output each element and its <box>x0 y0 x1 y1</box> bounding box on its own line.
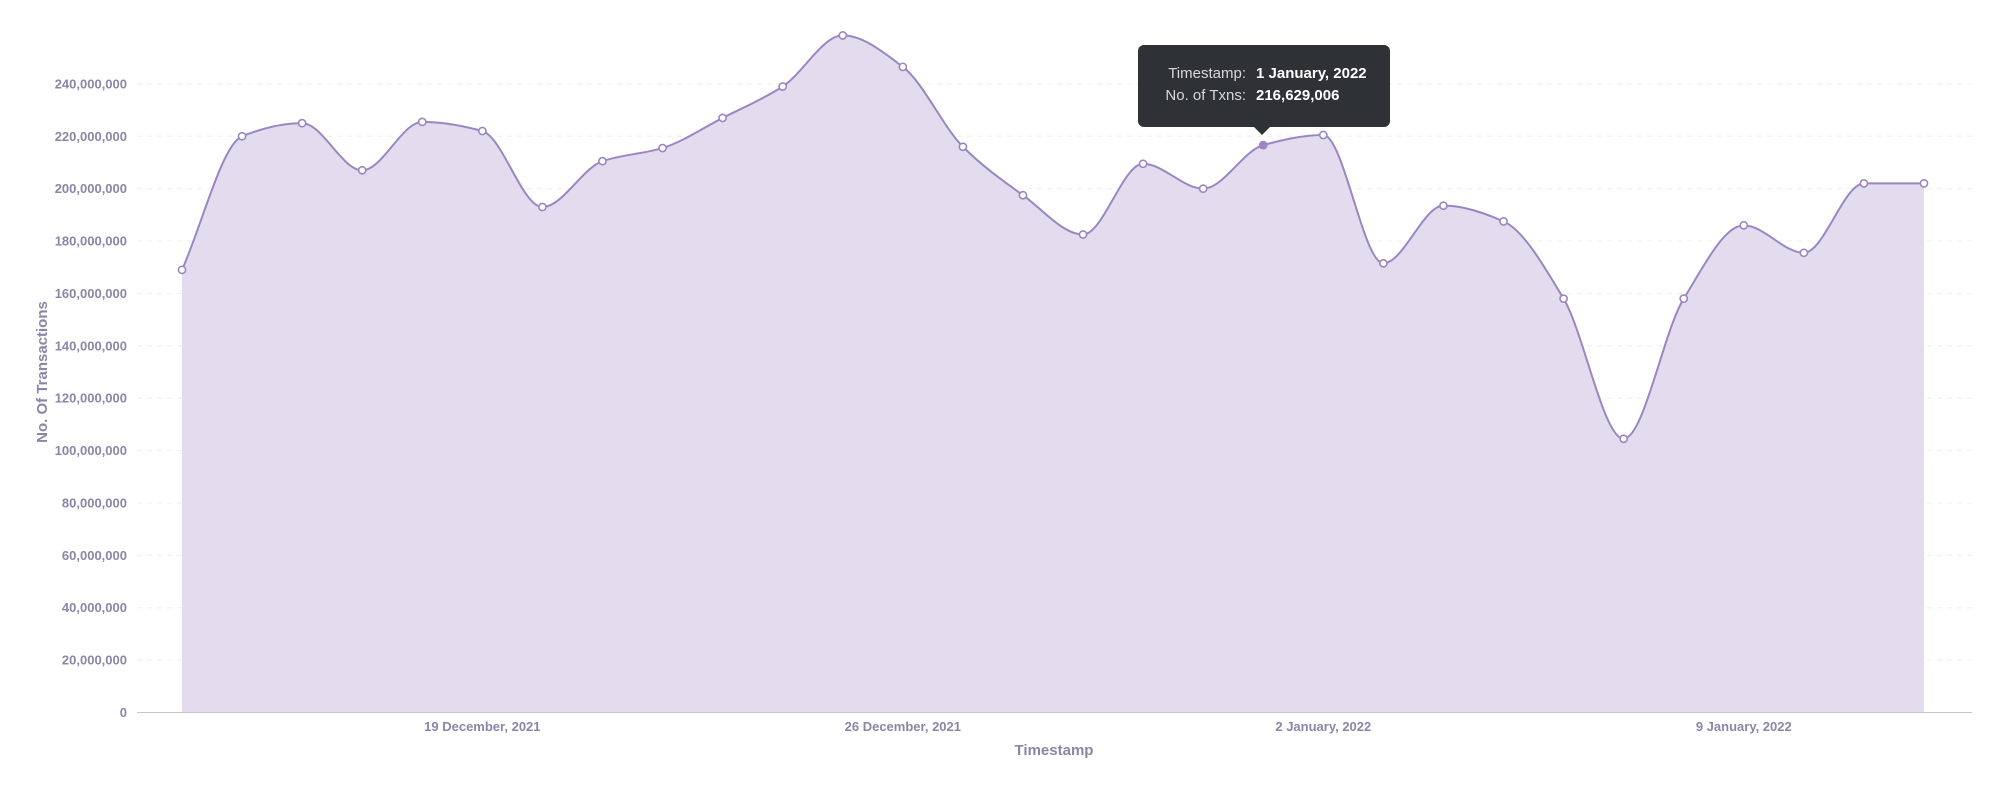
data-point[interactable] <box>417 117 427 127</box>
data-point[interactable] <box>477 126 487 136</box>
data-point[interactable] <box>1859 179 1869 188</box>
y-tick-label: 220,000,000 <box>55 129 127 144</box>
data-point[interactable] <box>1198 184 1208 194</box>
data-point[interactable] <box>1318 130 1328 140</box>
data-point[interactable] <box>538 202 547 212</box>
data-point[interactable] <box>1559 294 1568 304</box>
data-point[interactable] <box>1499 216 1508 226</box>
data-point[interactable] <box>1919 179 1929 188</box>
data-point[interactable] <box>1258 140 1268 150</box>
y-tick-label: 120,000,000 <box>55 391 127 406</box>
y-tick-label: 20,000,000 <box>62 653 127 668</box>
y-tick-label: 180,000,000 <box>55 234 127 249</box>
y-tick-label: 40,000,000 <box>62 600 127 615</box>
tooltip-timestamp-row: Timestamp: 1 January, 2022 <box>1138 63 1390 85</box>
data-point[interactable] <box>1138 159 1148 169</box>
tooltip-timestamp-value: 1 January, 2022 <box>1256 65 1367 82</box>
data-point[interactable] <box>778 82 788 91</box>
data-point[interactable] <box>1679 294 1689 304</box>
tooltip-txns-row: No. of Txns: 216,629,006 <box>1138 85 1390 107</box>
data-point[interactable] <box>1378 258 1388 268</box>
y-tick-label: 0 <box>120 705 127 720</box>
data-point[interactable] <box>357 165 367 175</box>
y-axis-title: No. Of Transactions <box>34 301 51 443</box>
tooltip-timestamp-label: Timestamp: <box>1168 65 1246 82</box>
data-point[interactable] <box>1439 201 1448 211</box>
data-point[interactable] <box>838 31 848 40</box>
x-tick-label: 19 December, 2021 <box>424 719 540 734</box>
data-point[interactable] <box>1018 190 1028 200</box>
hover-tooltip: Timestamp: 1 January, 2022 No. of Txns: … <box>1138 45 1390 135</box>
data-point[interactable] <box>598 156 607 166</box>
x-tick-label: 26 December, 2021 <box>845 719 961 734</box>
y-tick-label: 200,000,000 <box>55 181 127 196</box>
y-axis-ticks: 0 20,000,000 40,000,000 60,000,000 80,000,00… <box>55 76 127 720</box>
x-axis-ticks: 19 December, 2021 26 December, 2021 2 Janu… <box>424 719 1792 734</box>
y-tick-label: 140,000,000 <box>55 338 127 353</box>
data-point[interactable] <box>1619 434 1629 444</box>
y-tick-label: 100,000,000 <box>55 443 127 458</box>
data-point[interactable] <box>1739 220 1749 230</box>
data-point[interactable] <box>1078 230 1088 239</box>
x-axis-title: Timestamp <box>1015 742 1094 759</box>
x-tick-label: 9 January, 2022 <box>1696 719 1792 734</box>
tooltip-txns-label: No. of Txns: <box>1165 87 1246 104</box>
data-point[interactable] <box>297 118 307 128</box>
tooltip-txns-value: 216,629,006 <box>1256 87 1340 104</box>
data-point[interactable] <box>237 131 247 141</box>
data-point[interactable] <box>958 142 968 152</box>
data-point[interactable] <box>177 265 187 275</box>
data-point[interactable] <box>898 62 908 72</box>
y-tick-label: 80,000,000 <box>62 495 127 510</box>
y-tick-label: 240,000,000 <box>55 76 127 91</box>
data-point[interactable] <box>718 113 728 123</box>
area-fill <box>182 35 1924 713</box>
y-tick-label: 160,000,000 <box>55 286 127 301</box>
data-points <box>177 31 1929 444</box>
data-point[interactable] <box>658 143 667 153</box>
data-point[interactable] <box>1799 248 1809 258</box>
x-tick-label: 2 January, 2022 <box>1275 719 1371 734</box>
y-tick-label: 60,000,000 <box>62 548 127 563</box>
